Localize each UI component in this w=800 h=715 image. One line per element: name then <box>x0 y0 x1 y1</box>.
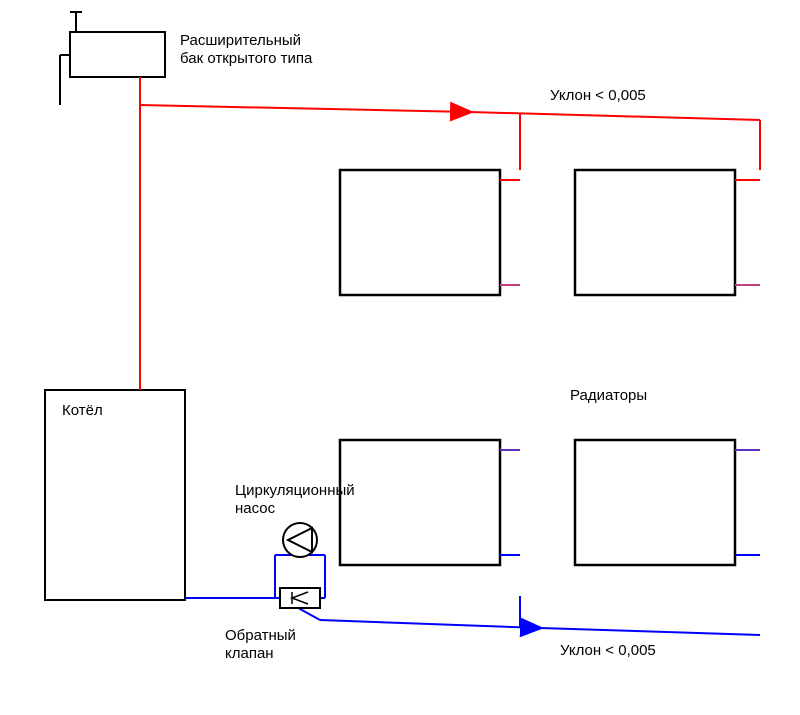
pipe-supply-main-2 <box>470 112 760 120</box>
boiler-label: Котёл <box>62 402 103 419</box>
radiator-top-right <box>575 170 735 295</box>
radiator-bottom-left <box>340 440 500 565</box>
slope-top-label: Уклон < 0,005 <box>550 87 646 104</box>
radiator-top-left <box>340 170 500 295</box>
pump-icon <box>283 523 317 557</box>
pipe-return-main-2 <box>320 620 540 628</box>
expansion-tank <box>70 32 165 77</box>
pipe-supply-main <box>140 105 470 112</box>
expansion-tank-label: Расширительный бак открытого типа <box>180 32 313 67</box>
pipe-return-main-1 <box>540 628 760 635</box>
radiators-label: Радиаторы <box>570 387 647 404</box>
check-valve-label: Обратный клапан <box>225 627 300 662</box>
radiator-bottom-right <box>575 440 735 565</box>
check-valve-icon <box>280 588 320 608</box>
boiler <box>45 390 185 600</box>
slope-bottom-label: Уклон < 0,005 <box>560 642 656 659</box>
